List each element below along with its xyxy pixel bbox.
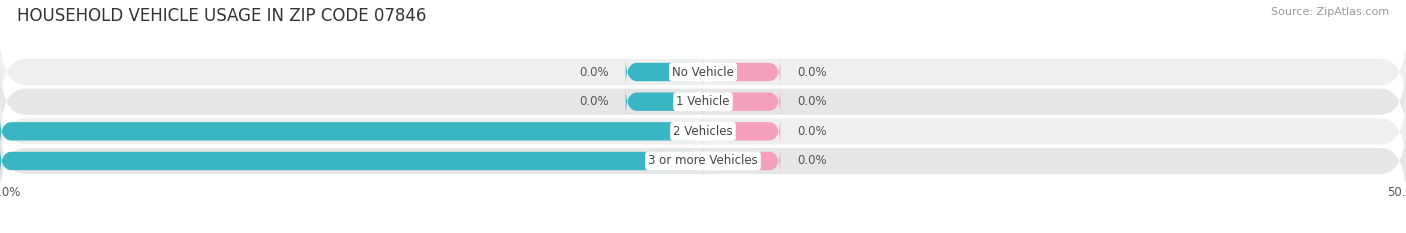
- FancyBboxPatch shape: [0, 91, 1406, 172]
- FancyBboxPatch shape: [0, 32, 1406, 112]
- FancyBboxPatch shape: [0, 61, 1406, 142]
- Text: 0.0%: 0.0%: [797, 154, 827, 168]
- FancyBboxPatch shape: [0, 117, 703, 146]
- Text: 2 Vehicles: 2 Vehicles: [673, 125, 733, 138]
- FancyBboxPatch shape: [0, 121, 1406, 201]
- FancyBboxPatch shape: [626, 87, 703, 116]
- Text: 0.0%: 0.0%: [579, 65, 609, 79]
- FancyBboxPatch shape: [703, 117, 780, 146]
- Text: 0.0%: 0.0%: [797, 65, 827, 79]
- FancyBboxPatch shape: [626, 58, 703, 86]
- FancyBboxPatch shape: [0, 147, 703, 175]
- Text: 0.0%: 0.0%: [797, 95, 827, 108]
- Text: 3 or more Vehicles: 3 or more Vehicles: [648, 154, 758, 168]
- Text: HOUSEHOLD VEHICLE USAGE IN ZIP CODE 07846: HOUSEHOLD VEHICLE USAGE IN ZIP CODE 0784…: [17, 7, 426, 25]
- FancyBboxPatch shape: [703, 58, 780, 86]
- FancyBboxPatch shape: [703, 147, 780, 175]
- Text: Source: ZipAtlas.com: Source: ZipAtlas.com: [1271, 7, 1389, 17]
- Text: 0.0%: 0.0%: [579, 95, 609, 108]
- Text: No Vehicle: No Vehicle: [672, 65, 734, 79]
- FancyBboxPatch shape: [703, 87, 780, 116]
- Text: 0.0%: 0.0%: [797, 125, 827, 138]
- Text: 1 Vehicle: 1 Vehicle: [676, 95, 730, 108]
